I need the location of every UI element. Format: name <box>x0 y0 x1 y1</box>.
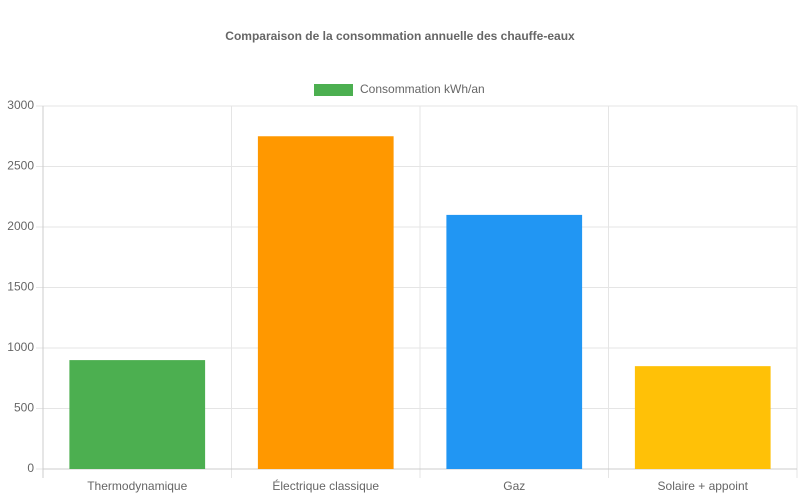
x-tick-label: Solaire + appoint <box>658 479 749 493</box>
legend-swatch <box>314 84 353 96</box>
bar <box>634 366 771 469</box>
bar <box>446 214 583 469</box>
bar <box>257 136 394 469</box>
x-tick-label: Gaz <box>503 479 525 493</box>
x-tick-label: Thermodynamique <box>87 479 187 493</box>
y-tick-label: 500 <box>14 401 34 415</box>
y-tick-label: 1500 <box>7 280 34 294</box>
chart-title: Comparaison de la consommation annuelle … <box>225 29 575 43</box>
legend-label: Consommation kWh/an <box>360 82 485 96</box>
y-tick-label: 0 <box>27 461 34 475</box>
y-tick-label: 1000 <box>7 340 34 354</box>
bar <box>69 360 206 469</box>
y-tick-label: 3000 <box>7 98 34 112</box>
x-tick-label: Électrique classique <box>272 478 379 493</box>
y-tick-label: 2000 <box>7 219 34 233</box>
y-tick-label: 2500 <box>7 159 34 173</box>
